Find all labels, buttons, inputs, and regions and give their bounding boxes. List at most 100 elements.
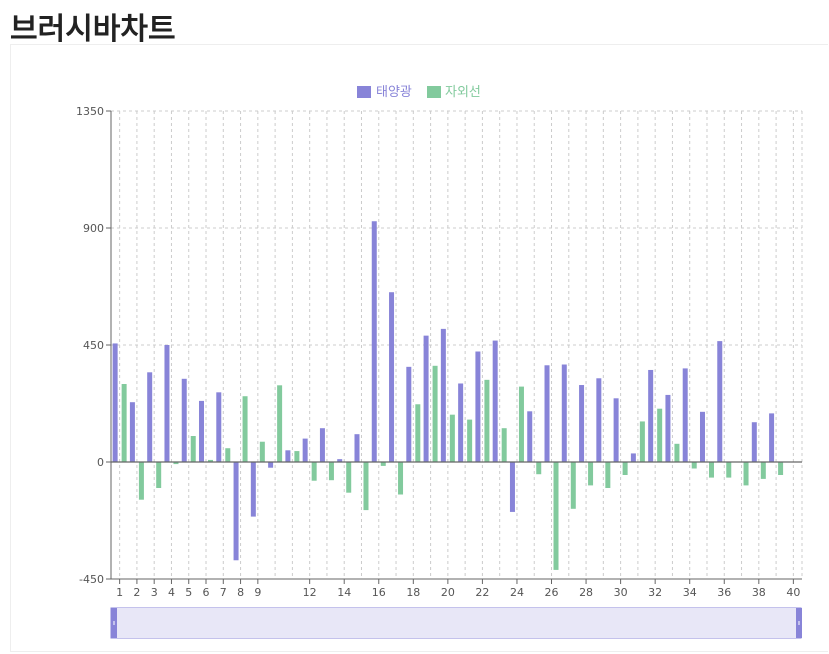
- y-tick-label: 900: [83, 222, 104, 235]
- bar-series2[interactable]: [536, 462, 542, 475]
- bar-series1[interactable]: [751, 422, 757, 462]
- bar-series2[interactable]: [760, 462, 766, 479]
- bar-series1[interactable]: [354, 434, 360, 462]
- bar-series2[interactable]: [277, 385, 283, 462]
- bar-series1[interactable]: [699, 411, 705, 462]
- bar-series2[interactable]: [138, 462, 144, 500]
- bar-series1[interactable]: [216, 392, 222, 462]
- x-tick-label: 12: [303, 586, 317, 599]
- bar-series1[interactable]: [199, 400, 205, 462]
- bar-series2[interactable]: [398, 462, 404, 495]
- bar-series2[interactable]: [346, 462, 352, 493]
- legend-label-series1[interactable]: 태양광: [376, 85, 412, 100]
- bar-series2[interactable]: [778, 462, 784, 475]
- bar-series2[interactable]: [121, 384, 127, 462]
- bar-series2[interactable]: [605, 462, 611, 488]
- y-tick-label: 0: [97, 456, 104, 469]
- bar-series2[interactable]: [588, 462, 594, 486]
- bar-series2[interactable]: [467, 419, 473, 462]
- legend-label-series2[interactable]: 자외선: [445, 85, 481, 100]
- bar-series2[interactable]: [328, 462, 334, 481]
- bar-series2[interactable]: [518, 386, 524, 462]
- brush-window[interactable]: [111, 608, 801, 638]
- x-tick-label: 8: [237, 586, 244, 599]
- bar-series2[interactable]: [380, 462, 386, 466]
- x-tick-label: 1: [116, 586, 123, 599]
- bar-series2[interactable]: [415, 404, 421, 462]
- bar-series2[interactable]: [708, 462, 714, 478]
- bar-series1[interactable]: [268, 462, 274, 468]
- bar-series2[interactable]: [726, 462, 732, 478]
- bar-series1[interactable]: [682, 368, 688, 462]
- bar-series2[interactable]: [294, 451, 300, 462]
- brush-handle-left[interactable]: [111, 608, 117, 638]
- bar-series1[interactable]: [769, 413, 775, 462]
- x-tick-label: 9: [254, 586, 261, 599]
- bar-series2[interactable]: [190, 436, 196, 462]
- bar-series1[interactable]: [389, 292, 395, 462]
- bar-series1[interactable]: [475, 351, 481, 463]
- bar-series2[interactable]: [501, 428, 507, 462]
- bar-series1[interactable]: [596, 378, 602, 462]
- bar-series1[interactable]: [665, 394, 671, 462]
- bar-series1[interactable]: [147, 372, 153, 462]
- bar-series1[interactable]: [458, 383, 464, 462]
- brush[interactable]: [110, 607, 802, 639]
- bar-series2[interactable]: [242, 396, 248, 462]
- bar-series1[interactable]: [112, 343, 118, 462]
- x-tick-label: 20: [441, 586, 455, 599]
- bar-series1[interactable]: [544, 365, 550, 462]
- bar-series1[interactable]: [630, 453, 636, 462]
- bar-series2[interactable]: [173, 462, 179, 465]
- bar-series2[interactable]: [657, 408, 663, 462]
- bar-series1[interactable]: [406, 366, 412, 462]
- legend-swatch-series1: [357, 86, 371, 98]
- bar-series2[interactable]: [743, 462, 749, 486]
- bar-series1[interactable]: [648, 369, 654, 462]
- bar-series2[interactable]: [208, 459, 214, 462]
- brush-handle-right[interactable]: [796, 608, 802, 638]
- bar-series2[interactable]: [311, 462, 317, 481]
- bar-series1[interactable]: [527, 411, 533, 462]
- bar-series2[interactable]: [622, 462, 628, 475]
- bar-series2[interactable]: [691, 462, 697, 469]
- x-tick-label: 4: [168, 586, 175, 599]
- bar-series2[interactable]: [432, 365, 438, 462]
- x-tick-label: 3: [151, 586, 158, 599]
- bar-series1[interactable]: [337, 459, 343, 462]
- y-tick-label: 450: [83, 339, 104, 352]
- bar-series1[interactable]: [250, 462, 256, 517]
- bar-series1[interactable]: [181, 378, 187, 462]
- bar-series2[interactable]: [156, 462, 162, 488]
- x-tick-label: 22: [475, 586, 489, 599]
- bar-series1[interactable]: [129, 402, 135, 462]
- bar-series1[interactable]: [509, 462, 515, 512]
- bar-series2[interactable]: [484, 379, 490, 462]
- x-tick-label: 30: [614, 586, 628, 599]
- x-tick-label: 2: [133, 586, 140, 599]
- bar-series2[interactable]: [570, 462, 576, 509]
- bar-series1[interactable]: [613, 398, 619, 462]
- bar-series1[interactable]: [717, 341, 723, 462]
- bar-series1[interactable]: [561, 364, 567, 463]
- grid-lines: [111, 110, 803, 580]
- legend-swatch-series2: [427, 86, 441, 98]
- bar-series1[interactable]: [285, 450, 291, 462]
- bar-series2[interactable]: [674, 443, 680, 462]
- bar-series2[interactable]: [259, 441, 265, 462]
- bar-series1[interactable]: [371, 221, 377, 462]
- bar-series1[interactable]: [423, 335, 429, 462]
- bar-series2[interactable]: [639, 421, 645, 462]
- bar-series1[interactable]: [233, 462, 239, 561]
- legend[interactable]: 태양광 자외선: [357, 85, 481, 100]
- bar-series2[interactable]: [449, 414, 455, 462]
- bar-series1[interactable]: [440, 328, 446, 462]
- bar-series1[interactable]: [579, 385, 585, 462]
- bar-series2[interactable]: [225, 448, 231, 462]
- bar-series1[interactable]: [319, 428, 325, 462]
- bar-series2[interactable]: [553, 462, 559, 570]
- bar-series1[interactable]: [164, 345, 170, 462]
- bar-series2[interactable]: [363, 462, 369, 511]
- bar-series1[interactable]: [302, 438, 308, 462]
- bar-series1[interactable]: [492, 340, 498, 462]
